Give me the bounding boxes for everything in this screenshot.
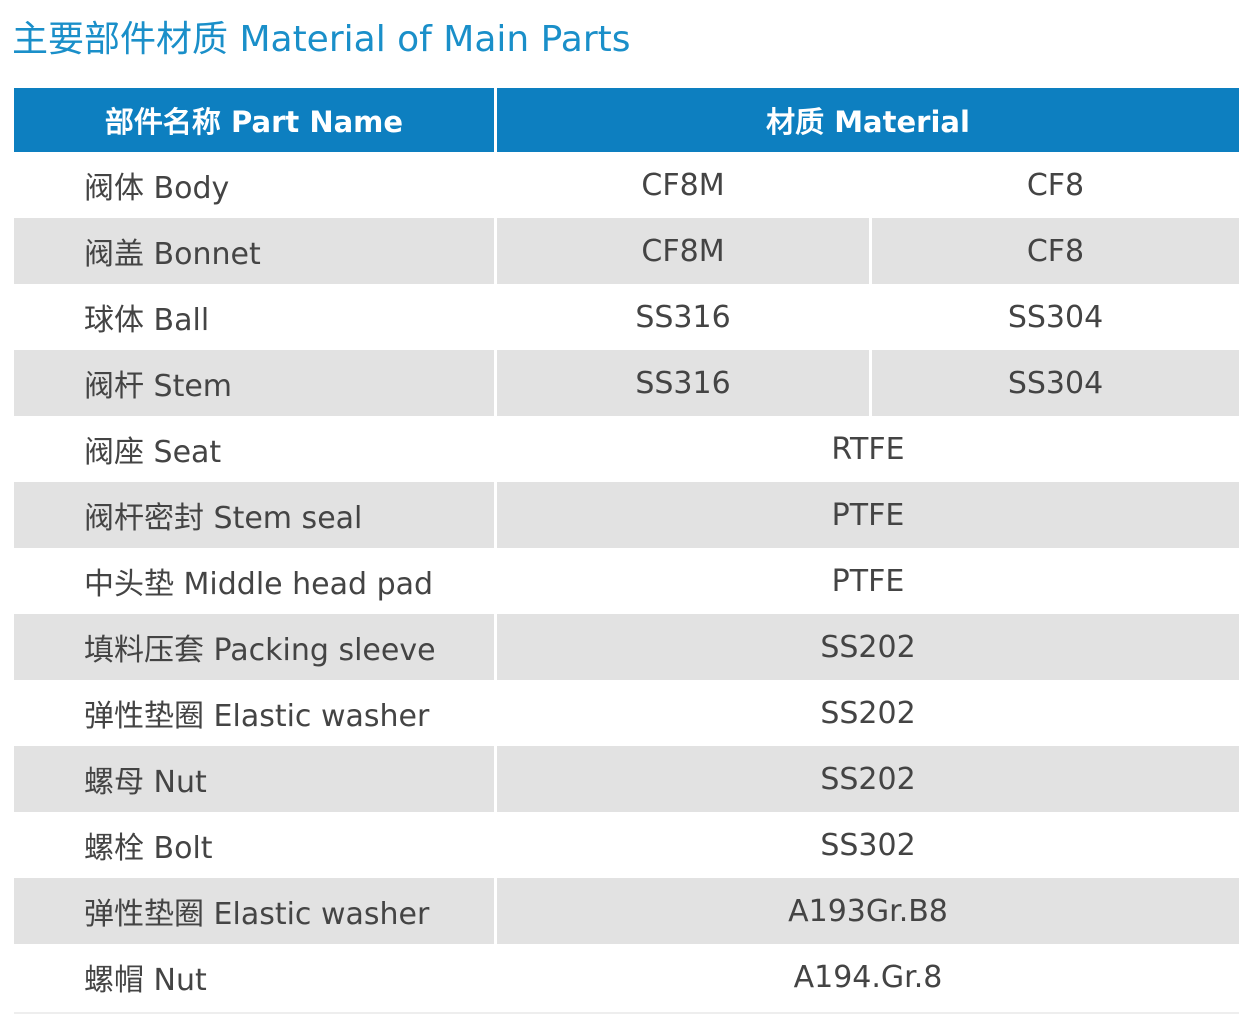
part-name-cell: 弹性垫圈 Elastic washer <box>84 699 430 734</box>
column-divider <box>869 350 872 416</box>
table-row: 球体 Ball SS316 SS304 <box>14 284 1239 350</box>
table-row: 阀盖 Bonnet CF8M CF8 <box>14 218 1239 284</box>
column-divider <box>869 218 872 284</box>
header-part-name: 部件名称 Part Name <box>104 105 404 139</box>
material-cell-2: CF8 <box>1026 167 1085 203</box>
material-cell: RTFE <box>831 431 905 467</box>
material-cell: SS202 <box>820 695 916 731</box>
material-cell: PTFE <box>831 497 905 533</box>
part-name-cell: 螺母 Nut <box>84 765 207 800</box>
part-name-cell: 阀杆 Stem <box>84 369 233 404</box>
header-divider <box>494 88 497 152</box>
column-divider <box>494 218 497 284</box>
header-material: 材质 Material <box>766 105 970 139</box>
material-cell: SS202 <box>820 761 916 797</box>
material-cell: SS202 <box>820 629 916 665</box>
table-row: 阀杆 Stem SS316 SS304 <box>14 350 1239 416</box>
table-row: 中头垫 Middle head pad PTFE <box>14 548 1239 614</box>
column-divider <box>494 746 497 812</box>
table-bottom-rule <box>14 1012 1239 1014</box>
material-cell-1: SS316 <box>635 299 731 335</box>
table-row: 阀体 Body CF8M CF8 <box>14 152 1239 218</box>
part-name-cell: 中头垫 Middle head pad <box>84 567 434 602</box>
material-cell-2: CF8 <box>1026 233 1085 269</box>
table-row: 螺栓 Bolt SS302 <box>14 812 1239 878</box>
material-cell-1: CF8M <box>641 167 725 203</box>
material-cell: SS302 <box>820 827 916 863</box>
page-title: 主要部件材质 Material of Main Parts <box>12 19 631 60</box>
part-name-cell: 阀盖 Bonnet <box>84 237 261 272</box>
part-name-cell: 螺帽 Nut <box>84 963 207 998</box>
part-name-cell: 球体 Ball <box>84 303 210 338</box>
part-name-cell: 阀杆密封 Stem seal <box>84 501 363 536</box>
column-divider <box>494 350 497 416</box>
table-row: 阀杆密封 Stem seal PTFE <box>14 482 1239 548</box>
material-cell-1: CF8M <box>641 233 725 269</box>
material-cell-1: SS316 <box>635 365 731 401</box>
material-cell: A194.Gr.8 <box>793 959 943 995</box>
table-row: 螺帽 Nut A194.Gr.8 <box>14 944 1239 1010</box>
part-name-cell: 填料压套 Packing sleeve <box>84 633 436 668</box>
column-divider <box>494 878 497 944</box>
part-name-cell: 阀座 Seat <box>84 435 222 470</box>
table-row: 弹性垫圈 Elastic washer A193Gr.B8 <box>14 878 1239 944</box>
table-row: 螺母 Nut SS202 <box>14 746 1239 812</box>
column-divider <box>494 482 497 548</box>
material-cell: PTFE <box>831 563 905 599</box>
part-name-cell: 阀体 Body <box>84 171 230 206</box>
table-row: 弹性垫圈 Elastic washer SS202 <box>14 680 1239 746</box>
table-row: 填料压套 Packing sleeve SS202 <box>14 614 1239 680</box>
column-divider <box>494 614 497 680</box>
material-cell: A193Gr.B8 <box>788 893 948 929</box>
part-name-cell: 螺栓 Bolt <box>84 831 213 866</box>
materials-table: 部件名称 Part Name 材质 Material 阀体 Body CF8M … <box>14 88 1239 1010</box>
material-cell-2: SS304 <box>1007 299 1104 335</box>
table-header: 部件名称 Part Name 材质 Material <box>14 88 1239 152</box>
table-row: 阀座 Seat RTFE <box>14 416 1239 482</box>
material-cell-2: SS304 <box>1007 365 1104 401</box>
part-name-cell: 弹性垫圈 Elastic washer <box>84 897 430 932</box>
